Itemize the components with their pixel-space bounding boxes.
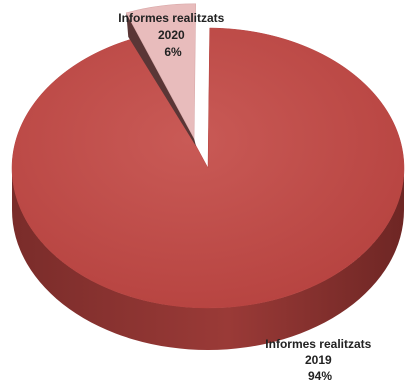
slice-label-2019: Informes realitzats 2019 94% bbox=[265, 337, 374, 382]
slice-2019 bbox=[11, 27, 405, 309]
slice-label-2020-line-3: 6% bbox=[164, 45, 182, 59]
slice-label-2020-line-1: Informes realitzats bbox=[118, 11, 224, 25]
slice-label-2020: Informes realitzats 2020 6% bbox=[118, 11, 227, 59]
slice-2020-side bbox=[126, 12, 197, 147]
slice-2019-side bbox=[12, 168, 404, 350]
slice-label-2020-line-2: 2020 bbox=[158, 28, 185, 42]
slice-2020 bbox=[125, 3, 197, 140]
slice-label-2019-line-2: 2019 bbox=[305, 353, 332, 367]
slice-label-2019-line-3: 94% bbox=[308, 369, 332, 382]
slice-label-2019-line-1: Informes realitzats bbox=[265, 337, 371, 351]
